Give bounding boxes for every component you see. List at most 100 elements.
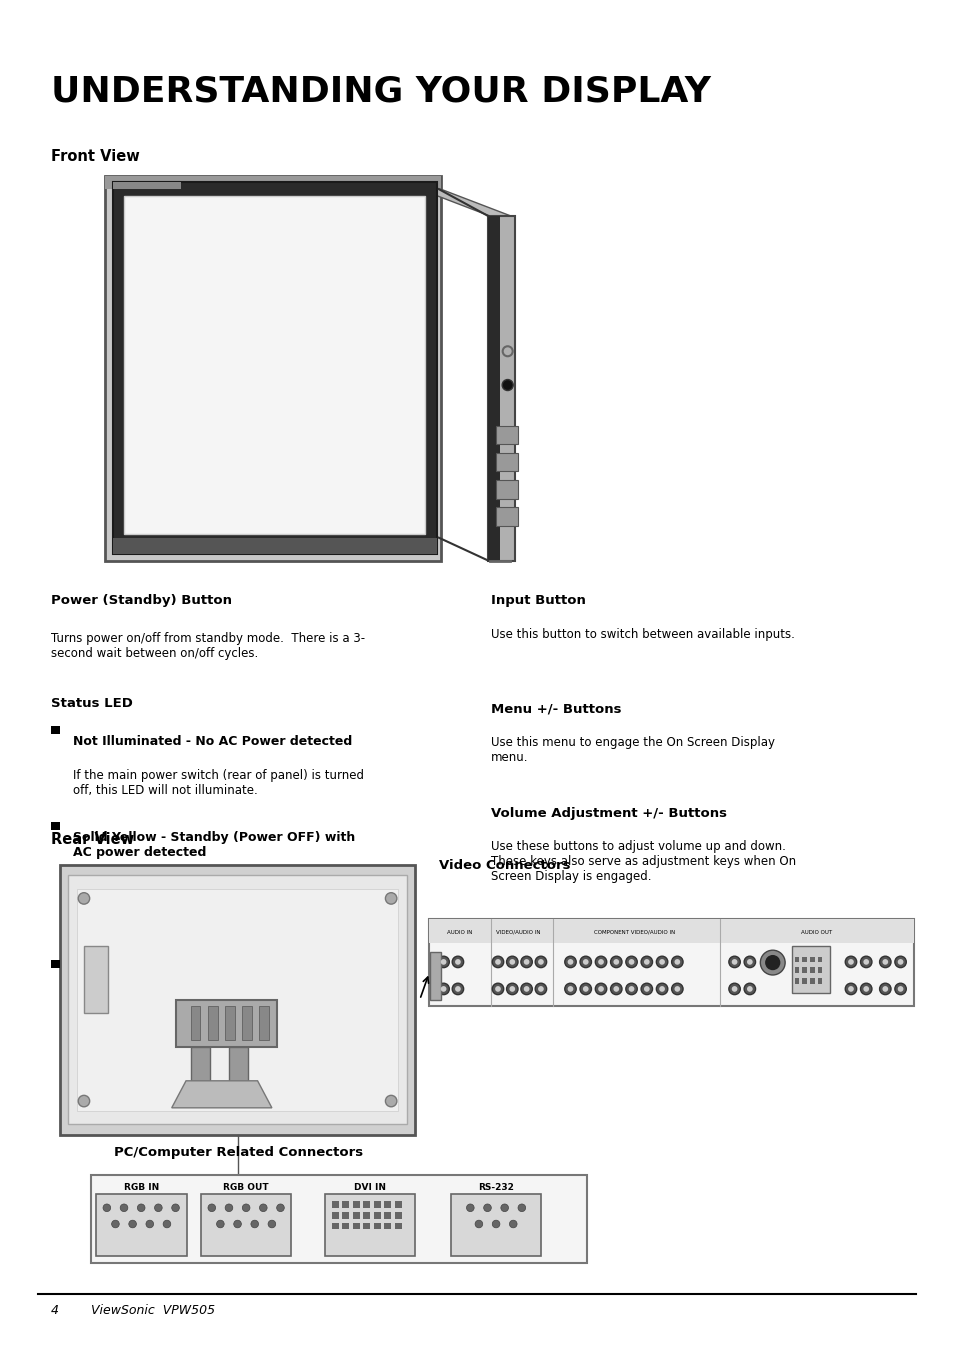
Bar — [68, 875, 407, 1124]
Circle shape — [163, 1220, 171, 1228]
Circle shape — [437, 984, 449, 994]
Bar — [429, 919, 913, 943]
Circle shape — [495, 986, 500, 992]
Circle shape — [731, 959, 737, 965]
Bar — [451, 1194, 540, 1256]
Circle shape — [495, 959, 500, 965]
Bar — [430, 952, 440, 1000]
Text: Power (Standby) Button: Power (Standby) Button — [51, 594, 232, 608]
Circle shape — [844, 984, 856, 994]
Bar — [817, 978, 821, 984]
Circle shape — [520, 984, 532, 994]
Circle shape — [743, 957, 755, 967]
Circle shape — [894, 984, 905, 994]
Bar — [332, 1201, 338, 1208]
Bar — [200, 1194, 291, 1256]
Circle shape — [455, 986, 460, 992]
Text: Front View: Front View — [51, 149, 139, 163]
Circle shape — [610, 957, 621, 967]
Circle shape — [440, 959, 446, 965]
Circle shape — [437, 957, 449, 967]
Circle shape — [154, 1204, 162, 1212]
Bar — [259, 1006, 269, 1040]
Bar — [488, 216, 515, 561]
Text: Status LED: Status LED — [51, 697, 132, 711]
Bar — [817, 957, 821, 962]
Circle shape — [385, 1096, 396, 1106]
Circle shape — [897, 986, 902, 992]
Circle shape — [610, 984, 621, 994]
Circle shape — [251, 1220, 258, 1228]
Bar — [60, 865, 415, 1135]
Text: AUDIO OUT: AUDIO OUT — [801, 929, 831, 935]
Bar — [395, 1223, 401, 1229]
Circle shape — [882, 986, 887, 992]
Circle shape — [613, 959, 618, 965]
Circle shape — [385, 893, 396, 904]
Circle shape — [656, 984, 667, 994]
Circle shape — [598, 986, 603, 992]
Circle shape — [112, 1220, 119, 1228]
Bar — [817, 967, 821, 973]
Circle shape — [225, 1204, 233, 1212]
Text: RGB OUT: RGB OUT — [223, 1183, 269, 1193]
Circle shape — [509, 1220, 517, 1228]
Circle shape — [860, 984, 871, 994]
Circle shape — [746, 959, 752, 965]
Bar — [95, 1194, 186, 1256]
Bar — [363, 1212, 370, 1219]
Circle shape — [567, 959, 573, 965]
Circle shape — [643, 986, 649, 992]
Bar — [51, 727, 59, 734]
Circle shape — [452, 957, 463, 967]
Bar — [342, 1223, 349, 1229]
Bar — [374, 1201, 380, 1208]
Circle shape — [743, 984, 755, 994]
Text: Use this button to switch between available inputs.: Use this button to switch between availa… — [491, 628, 795, 642]
Circle shape — [728, 984, 740, 994]
Circle shape — [640, 984, 652, 994]
Circle shape — [879, 957, 890, 967]
Circle shape — [517, 1204, 525, 1212]
Polygon shape — [496, 426, 517, 444]
Circle shape — [582, 959, 588, 965]
Text: If the main power switch (rear of panel) is turned
off, this LED will not illumi: If the main power switch (rear of panel)… — [73, 769, 364, 797]
Circle shape — [674, 986, 679, 992]
Bar — [51, 823, 59, 830]
Circle shape — [506, 957, 517, 967]
Bar — [353, 1223, 359, 1229]
Circle shape — [137, 1204, 145, 1212]
Bar — [395, 1212, 401, 1219]
Bar — [51, 961, 59, 967]
Circle shape — [523, 959, 529, 965]
Circle shape — [564, 984, 576, 994]
Circle shape — [582, 986, 588, 992]
Bar — [112, 538, 436, 554]
Circle shape — [894, 957, 905, 967]
Bar — [208, 1006, 217, 1040]
Bar — [363, 1223, 370, 1229]
Text: PC/Computer Related Connectors: PC/Computer Related Connectors — [113, 1146, 363, 1159]
Circle shape — [259, 1204, 267, 1212]
Text: Use this menu to engage the On Screen Display
menu.: Use this menu to engage the On Screen Di… — [491, 736, 775, 765]
Text: 4        ViewSonic  VPW505: 4 ViewSonic VPW505 — [51, 1304, 214, 1317]
Circle shape — [216, 1220, 224, 1228]
Bar — [794, 957, 799, 962]
Circle shape — [671, 984, 682, 994]
Bar — [363, 1201, 370, 1208]
Circle shape — [860, 957, 871, 967]
Text: The LED will illuminate a yellow color if the
display is shut-off but the main p: The LED will illuminate a yellow color i… — [73, 890, 341, 934]
Text: RS-232: RS-232 — [477, 1183, 514, 1193]
Circle shape — [598, 959, 603, 965]
Circle shape — [879, 984, 890, 994]
Bar — [384, 1212, 391, 1219]
Bar — [801, 978, 806, 984]
Polygon shape — [172, 1081, 272, 1108]
Bar — [112, 182, 181, 189]
Bar — [191, 1047, 210, 1081]
Circle shape — [537, 986, 543, 992]
Bar — [809, 957, 814, 962]
Text: Rear View: Rear View — [51, 832, 133, 847]
Circle shape — [500, 1204, 508, 1212]
Text: DVI IN: DVI IN — [354, 1183, 386, 1193]
